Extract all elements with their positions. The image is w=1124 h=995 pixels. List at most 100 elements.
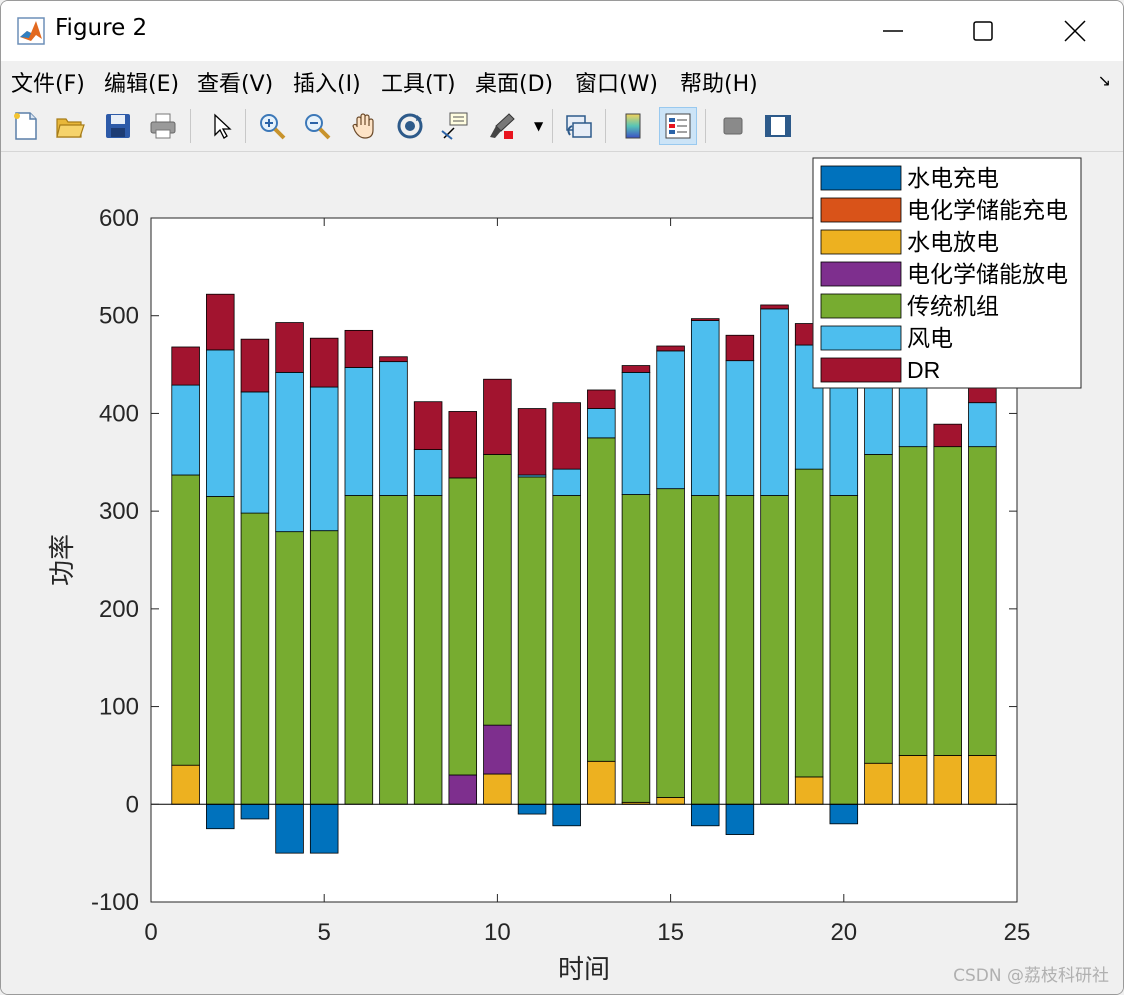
menu-tools[interactable]: 工具(T) [381, 72, 456, 97]
legend-entry: 风电 [907, 325, 953, 351]
bar-segment [725, 803, 755, 835]
bar-segment [344, 329, 374, 368]
x-tick-label: 0 [144, 919, 157, 946]
y-axis-label: 功率 [47, 534, 77, 586]
bar-segment [379, 495, 408, 805]
minimize-icon [883, 30, 903, 32]
link-plot-button[interactable] [560, 107, 598, 145]
bar-segment [968, 402, 997, 448]
bar-segment [517, 476, 547, 805]
bar-segment [968, 446, 997, 756]
print-button[interactable] [144, 107, 182, 145]
y-tick-label: 0 [126, 791, 139, 818]
bar-segment [206, 349, 235, 497]
save-button[interactable] [99, 107, 137, 145]
bar-segment [483, 378, 512, 455]
bar-segment [621, 371, 651, 495]
bar-segment [933, 423, 962, 448]
minimize-button[interactable] [847, 1, 939, 61]
menu-help[interactable]: 帮助(H) [680, 72, 758, 97]
menu-insert[interactable]: 插入(I) [293, 72, 361, 97]
bar-segment [656, 797, 685, 805]
legend-button[interactable] [659, 107, 697, 145]
data-cursor-icon [441, 112, 468, 140]
bar-segment [864, 454, 893, 764]
maximize-icon [973, 21, 993, 41]
bar-segment [760, 304, 789, 310]
bar-segment [240, 512, 270, 805]
bar-segment [517, 408, 547, 476]
zoom-out-button[interactable] [298, 107, 336, 145]
bar-segment [968, 385, 997, 404]
colorbar-button[interactable] [614, 107, 652, 145]
bar-segment [413, 495, 443, 805]
bar-segment [690, 318, 720, 322]
bar-segment [898, 446, 928, 756]
y-tick-label: -100 [91, 889, 139, 916]
menu-view[interactable]: 查看(V) [197, 72, 274, 97]
bar-segment [829, 803, 859, 825]
y-tick-label: 200 [99, 596, 139, 623]
window-title: Figure 2 [55, 15, 148, 41]
figure-canvas: 0 5 10 15 20 25 -100 0 100 200 300 400 500 600 时间 功率 水电充… [1, 152, 1123, 994]
zoom-in-icon [260, 114, 286, 140]
bar-segment [309, 386, 339, 532]
bar-segment [690, 320, 720, 496]
menu-desktop[interactable]: 桌面(D) [475, 72, 554, 97]
rotate-3d-icon [397, 113, 423, 139]
bar-segment [413, 401, 443, 450]
bar-segment [760, 308, 789, 496]
bar-segment [309, 803, 339, 854]
pan-button[interactable] [345, 107, 383, 145]
hide-plot-tools-button[interactable] [714, 107, 752, 145]
title-bar: Figure 2 [1, 1, 1123, 61]
edit-plot-button[interactable] [201, 107, 239, 145]
bar-segment [344, 495, 374, 805]
rotate-3d-button[interactable] [391, 107, 429, 145]
y-tick-label: 400 [99, 400, 139, 427]
bar-segment [517, 803, 547, 815]
bar-segment [690, 495, 720, 805]
close-icon [1064, 20, 1086, 42]
data-cursor-button[interactable] [436, 107, 474, 145]
bar-segment [309, 337, 339, 388]
pan-hand-icon [352, 113, 374, 139]
bar-segment [794, 468, 824, 778]
bar-segment [552, 495, 581, 805]
bar-segment [275, 371, 304, 533]
bar-segment [760, 495, 789, 805]
menu-file[interactable]: 文件(F) [11, 72, 85, 97]
zoom-out-icon [305, 114, 331, 140]
menu-edit[interactable]: 编辑(E) [104, 72, 180, 97]
y-tick-label: 500 [99, 303, 139, 330]
legend-swatch [820, 325, 902, 351]
dock-arrow-icon[interactable]: ↘ [1097, 71, 1111, 90]
bar-segment [171, 346, 200, 386]
bar-segment [656, 350, 685, 490]
legend-swatch [820, 165, 902, 191]
legend-entry: 水电放电 [907, 229, 999, 255]
bar-segment [171, 384, 200, 476]
bar-segment [898, 755, 928, 805]
bar-segment [379, 361, 408, 496]
bar-segment [275, 803, 304, 854]
bar-segment [171, 474, 200, 766]
new-figure-button[interactable] [7, 107, 45, 145]
close-button[interactable] [1029, 1, 1121, 61]
bar-segment [483, 773, 512, 805]
legend-entry: 电化学储能充电 [907, 197, 1068, 223]
open-file-icon [56, 118, 85, 138]
bar-segment [448, 411, 478, 479]
bar-segment [483, 724, 512, 775]
open-file-button[interactable] [51, 107, 89, 145]
brush-button[interactable] [483, 107, 521, 145]
bar-segment [552, 468, 581, 496]
maximize-button[interactable] [937, 1, 1029, 61]
show-plot-tools-button[interactable] [759, 107, 797, 145]
legend-swatch [820, 293, 902, 319]
legend-swatch [820, 261, 902, 287]
menu-window[interactable]: 窗口(W) [575, 72, 658, 97]
brush-dropdown-icon[interactable]: ▼ [534, 119, 544, 133]
zoom-in-button[interactable] [253, 107, 291, 145]
